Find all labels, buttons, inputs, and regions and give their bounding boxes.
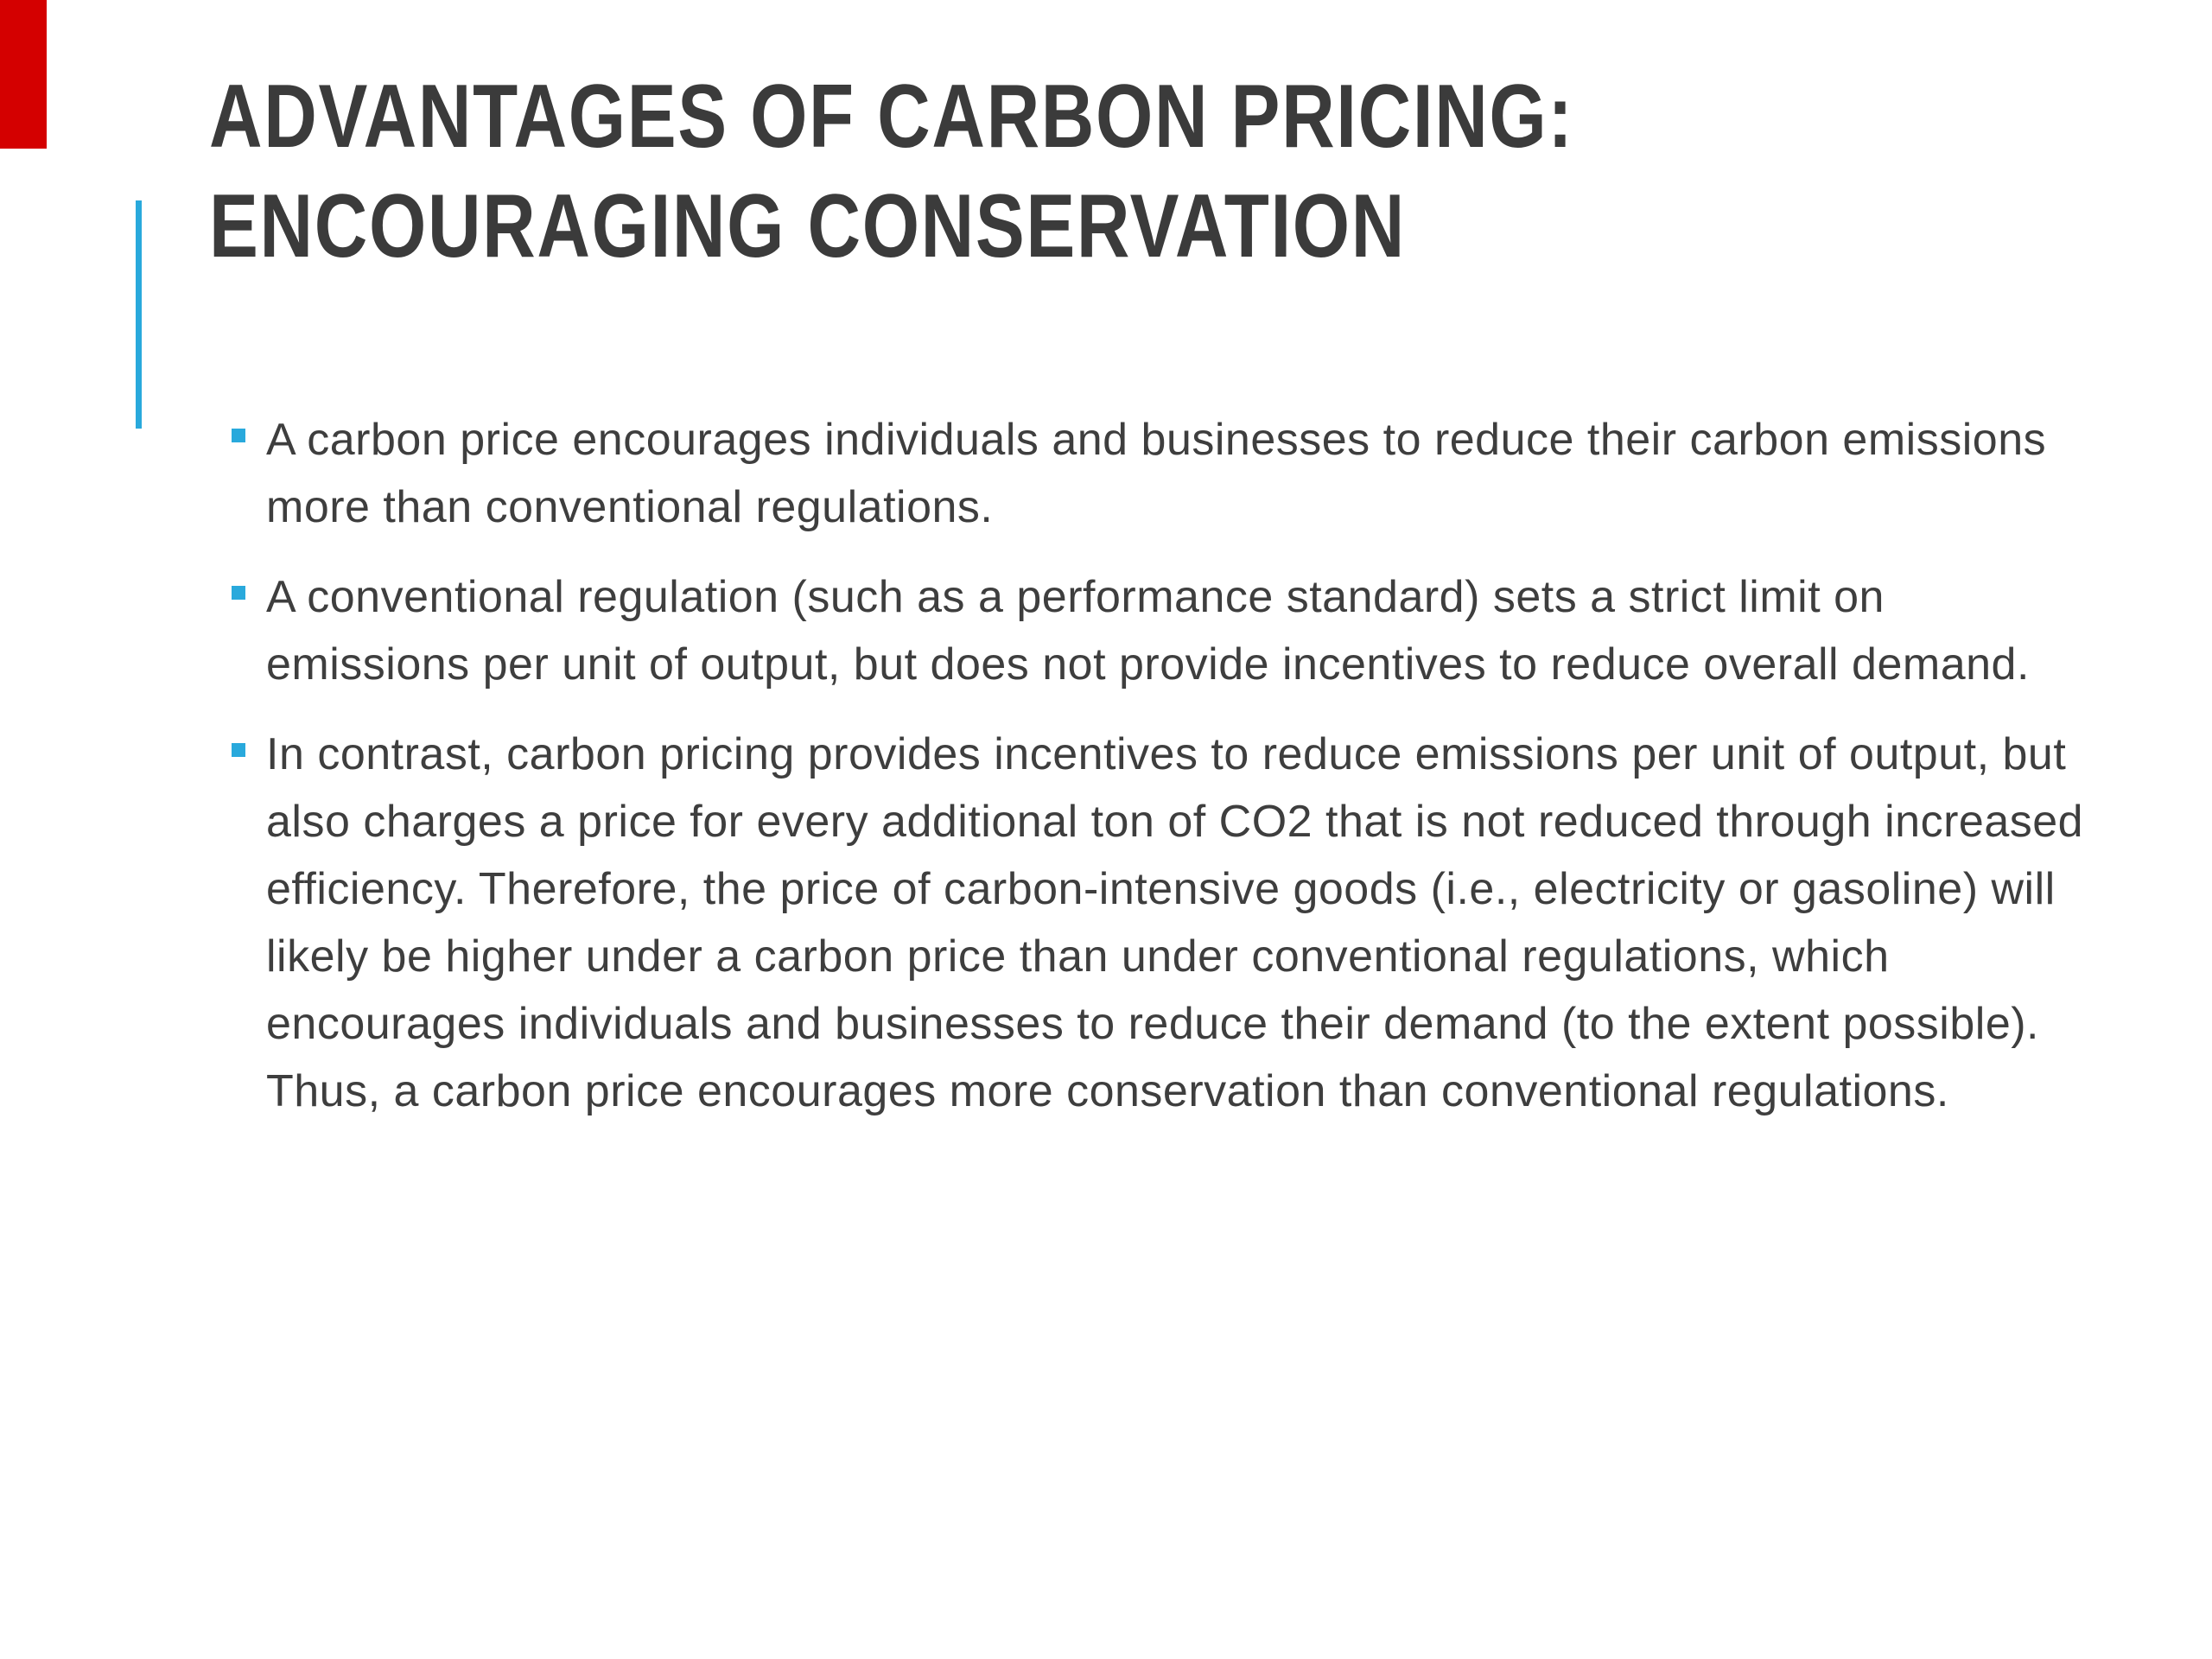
- bullet-text: A carbon price encourages individuals an…: [266, 415, 2047, 532]
- title-line-2: ENCOURAGING CONSERVATION: [209, 175, 1406, 276]
- bullet-square-icon: [232, 429, 245, 442]
- red-accent-bar: [0, 0, 47, 149]
- bullet-item: A carbon price encourages individuals an…: [232, 406, 2089, 541]
- bullet-list: A carbon price encourages individuals an…: [232, 406, 2089, 1147]
- cyan-accent-line: [136, 200, 142, 429]
- bullet-text: In contrast, carbon pricing provides inc…: [266, 729, 2084, 1116]
- bullet-item: A conventional regulation (such as a per…: [232, 563, 2089, 698]
- bullet-item: In contrast, carbon pricing provides inc…: [232, 721, 2089, 1125]
- title-line-1: ADVANTAGES OF CARBON PRICING:: [209, 67, 1574, 167]
- bullet-text: A conventional regulation (such as a per…: [266, 572, 2030, 690]
- slide-title: ADVANTAGES OF CARBON PRICING: ENCOURAGIN…: [209, 62, 1768, 282]
- bullet-square-icon: [232, 586, 245, 600]
- bullet-square-icon: [232, 743, 245, 757]
